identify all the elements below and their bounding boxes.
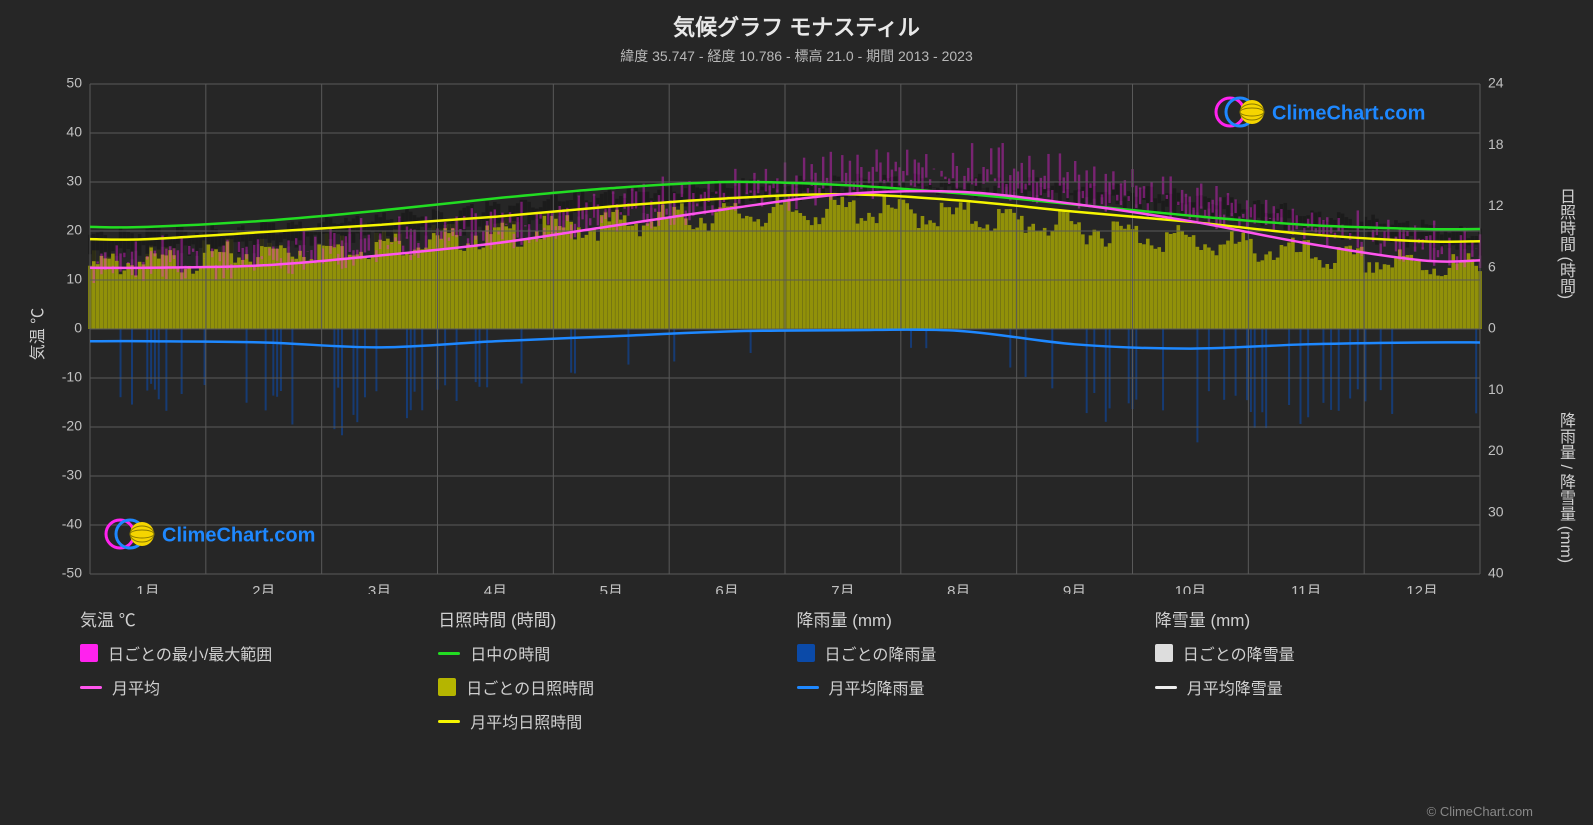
svg-text:12月: 12月 [1406, 583, 1438, 594]
climechart-logo: ClimeChart.com [106, 520, 315, 548]
svg-text:10: 10 [1488, 381, 1504, 397]
y-axis-left-label: 気温 ℃ [24, 308, 48, 360]
legend-item: 月平均降雪量 [1155, 675, 1513, 699]
svg-text:40: 40 [1488, 565, 1504, 581]
svg-text:ClimeChart.com: ClimeChart.com [1272, 102, 1425, 124]
svg-text:20: 20 [1488, 442, 1504, 458]
legend-group: 日照時間 (時間) 日中の時間日ごとの日照時間月平均日照時間 [438, 606, 796, 743]
svg-text:ClimeChart.com: ClimeChart.com [162, 524, 315, 546]
svg-text:8月: 8月 [947, 583, 970, 594]
climate-chart: -50 -40 -30 -20 -10 0 10 20 30 40 50 0 6 12 18 24 10 20 30… [50, 74, 1520, 594]
svg-text:4月: 4月 [484, 583, 507, 594]
legend-label: 月平均日照時間 [470, 709, 582, 733]
y-axis-right-bottom-label: 降雨量 / 降雪量 (mm) [1553, 412, 1577, 563]
legend-header: 降雨量 (mm) [797, 606, 1155, 631]
climechart-logo: ClimeChart.com [1216, 98, 1425, 126]
legend-swatch-icon [80, 644, 98, 662]
legend-header: 降雪量 (mm) [1155, 606, 1513, 631]
legend-group: 気温 ℃ 日ごとの最小/最大範囲月平均 [80, 606, 438, 743]
svg-text:6月: 6月 [715, 583, 738, 594]
svg-text:9月: 9月 [1063, 583, 1086, 594]
legend-header: 気温 ℃ [80, 606, 438, 631]
legend-swatch-icon [1155, 644, 1173, 662]
legend-line-icon [438, 652, 460, 655]
legend-label: 月平均 [112, 675, 160, 699]
svg-text:-30: -30 [62, 467, 82, 483]
legend-line-icon [1155, 686, 1177, 689]
svg-text:50: 50 [66, 75, 82, 91]
svg-text:3月: 3月 [368, 583, 391, 594]
legend-item: 月平均降雨量 [797, 675, 1155, 699]
legend-group: 降雪量 (mm) 日ごとの降雪量月平均降雪量 [1155, 606, 1513, 743]
svg-text:-20: -20 [62, 418, 82, 434]
svg-text:30: 30 [1488, 503, 1504, 519]
svg-text:24: 24 [1488, 75, 1504, 91]
svg-text:5月: 5月 [600, 583, 623, 594]
y-axis-right-top-label: 日照時間 (時間) [1553, 188, 1577, 299]
svg-text:10月: 10月 [1175, 583, 1207, 594]
svg-text:6: 6 [1488, 258, 1496, 274]
legend-line-icon [80, 686, 102, 689]
legend-line-icon [797, 686, 819, 689]
legend-swatch-icon [438, 678, 456, 696]
svg-text:30: 30 [66, 173, 82, 189]
legend-item: 日中の時間 [438, 641, 796, 665]
legend-label: 月平均降雨量 [829, 675, 925, 699]
svg-text:2月: 2月 [252, 583, 275, 594]
legend-item: 月平均日照時間 [438, 709, 796, 733]
legend-item: 日ごとの最小/最大範囲 [80, 641, 438, 665]
legend-item: 日ごとの日照時間 [438, 675, 796, 699]
legend-header: 日照時間 (時間) [438, 606, 796, 631]
legend-group: 降雨量 (mm) 日ごとの降雨量月平均降雨量 [797, 606, 1155, 743]
svg-text:20: 20 [66, 222, 82, 238]
svg-text:12: 12 [1488, 197, 1504, 213]
svg-text:1月: 1月 [136, 583, 159, 594]
legend-item: 日ごとの降雪量 [1155, 641, 1513, 665]
legend-line-icon [438, 720, 460, 723]
svg-text:0: 0 [1488, 320, 1496, 336]
legend-item: 月平均 [80, 675, 438, 699]
svg-text:11月: 11月 [1291, 583, 1322, 594]
svg-text:-40: -40 [62, 516, 82, 532]
legend: 気温 ℃ 日ごとの最小/最大範囲月平均 日照時間 (時間) 日中の時間日ごとの日照時間… [0, 594, 1593, 743]
legend-label: 日ごとの降雪量 [1183, 641, 1295, 665]
legend-swatch-icon [797, 644, 815, 662]
chart-title: 気候グラフ モナスティル [0, 0, 1593, 42]
legend-label: 日ごとの最小/最大範囲 [108, 641, 272, 665]
svg-text:18: 18 [1488, 136, 1504, 152]
svg-text:40: 40 [66, 124, 82, 140]
svg-text:-10: -10 [62, 369, 82, 385]
legend-label: 日ごとの日照時間 [466, 675, 594, 699]
svg-text:0: 0 [74, 320, 82, 336]
legend-label: 月平均降雪量 [1187, 675, 1283, 699]
grid [90, 84, 1480, 574]
chart-subtitle: 緯度 35.747 - 経度 10.786 - 標高 21.0 - 期間 201… [0, 42, 1593, 66]
legend-item: 日ごとの降雨量 [797, 641, 1155, 665]
chart-container: 気温 ℃ 日照時間 (時間) 降雨量 / 降雪量 (mm) -50-40-30-… [50, 74, 1543, 594]
legend-label: 日ごとの降雨量 [825, 641, 937, 665]
svg-text:7月: 7月 [831, 583, 854, 594]
legend-label: 日中の時間 [470, 641, 550, 665]
attribution-text: © ClimeChart.com [1427, 804, 1533, 819]
svg-text:-50: -50 [62, 565, 82, 581]
svg-text:10: 10 [66, 271, 82, 287]
